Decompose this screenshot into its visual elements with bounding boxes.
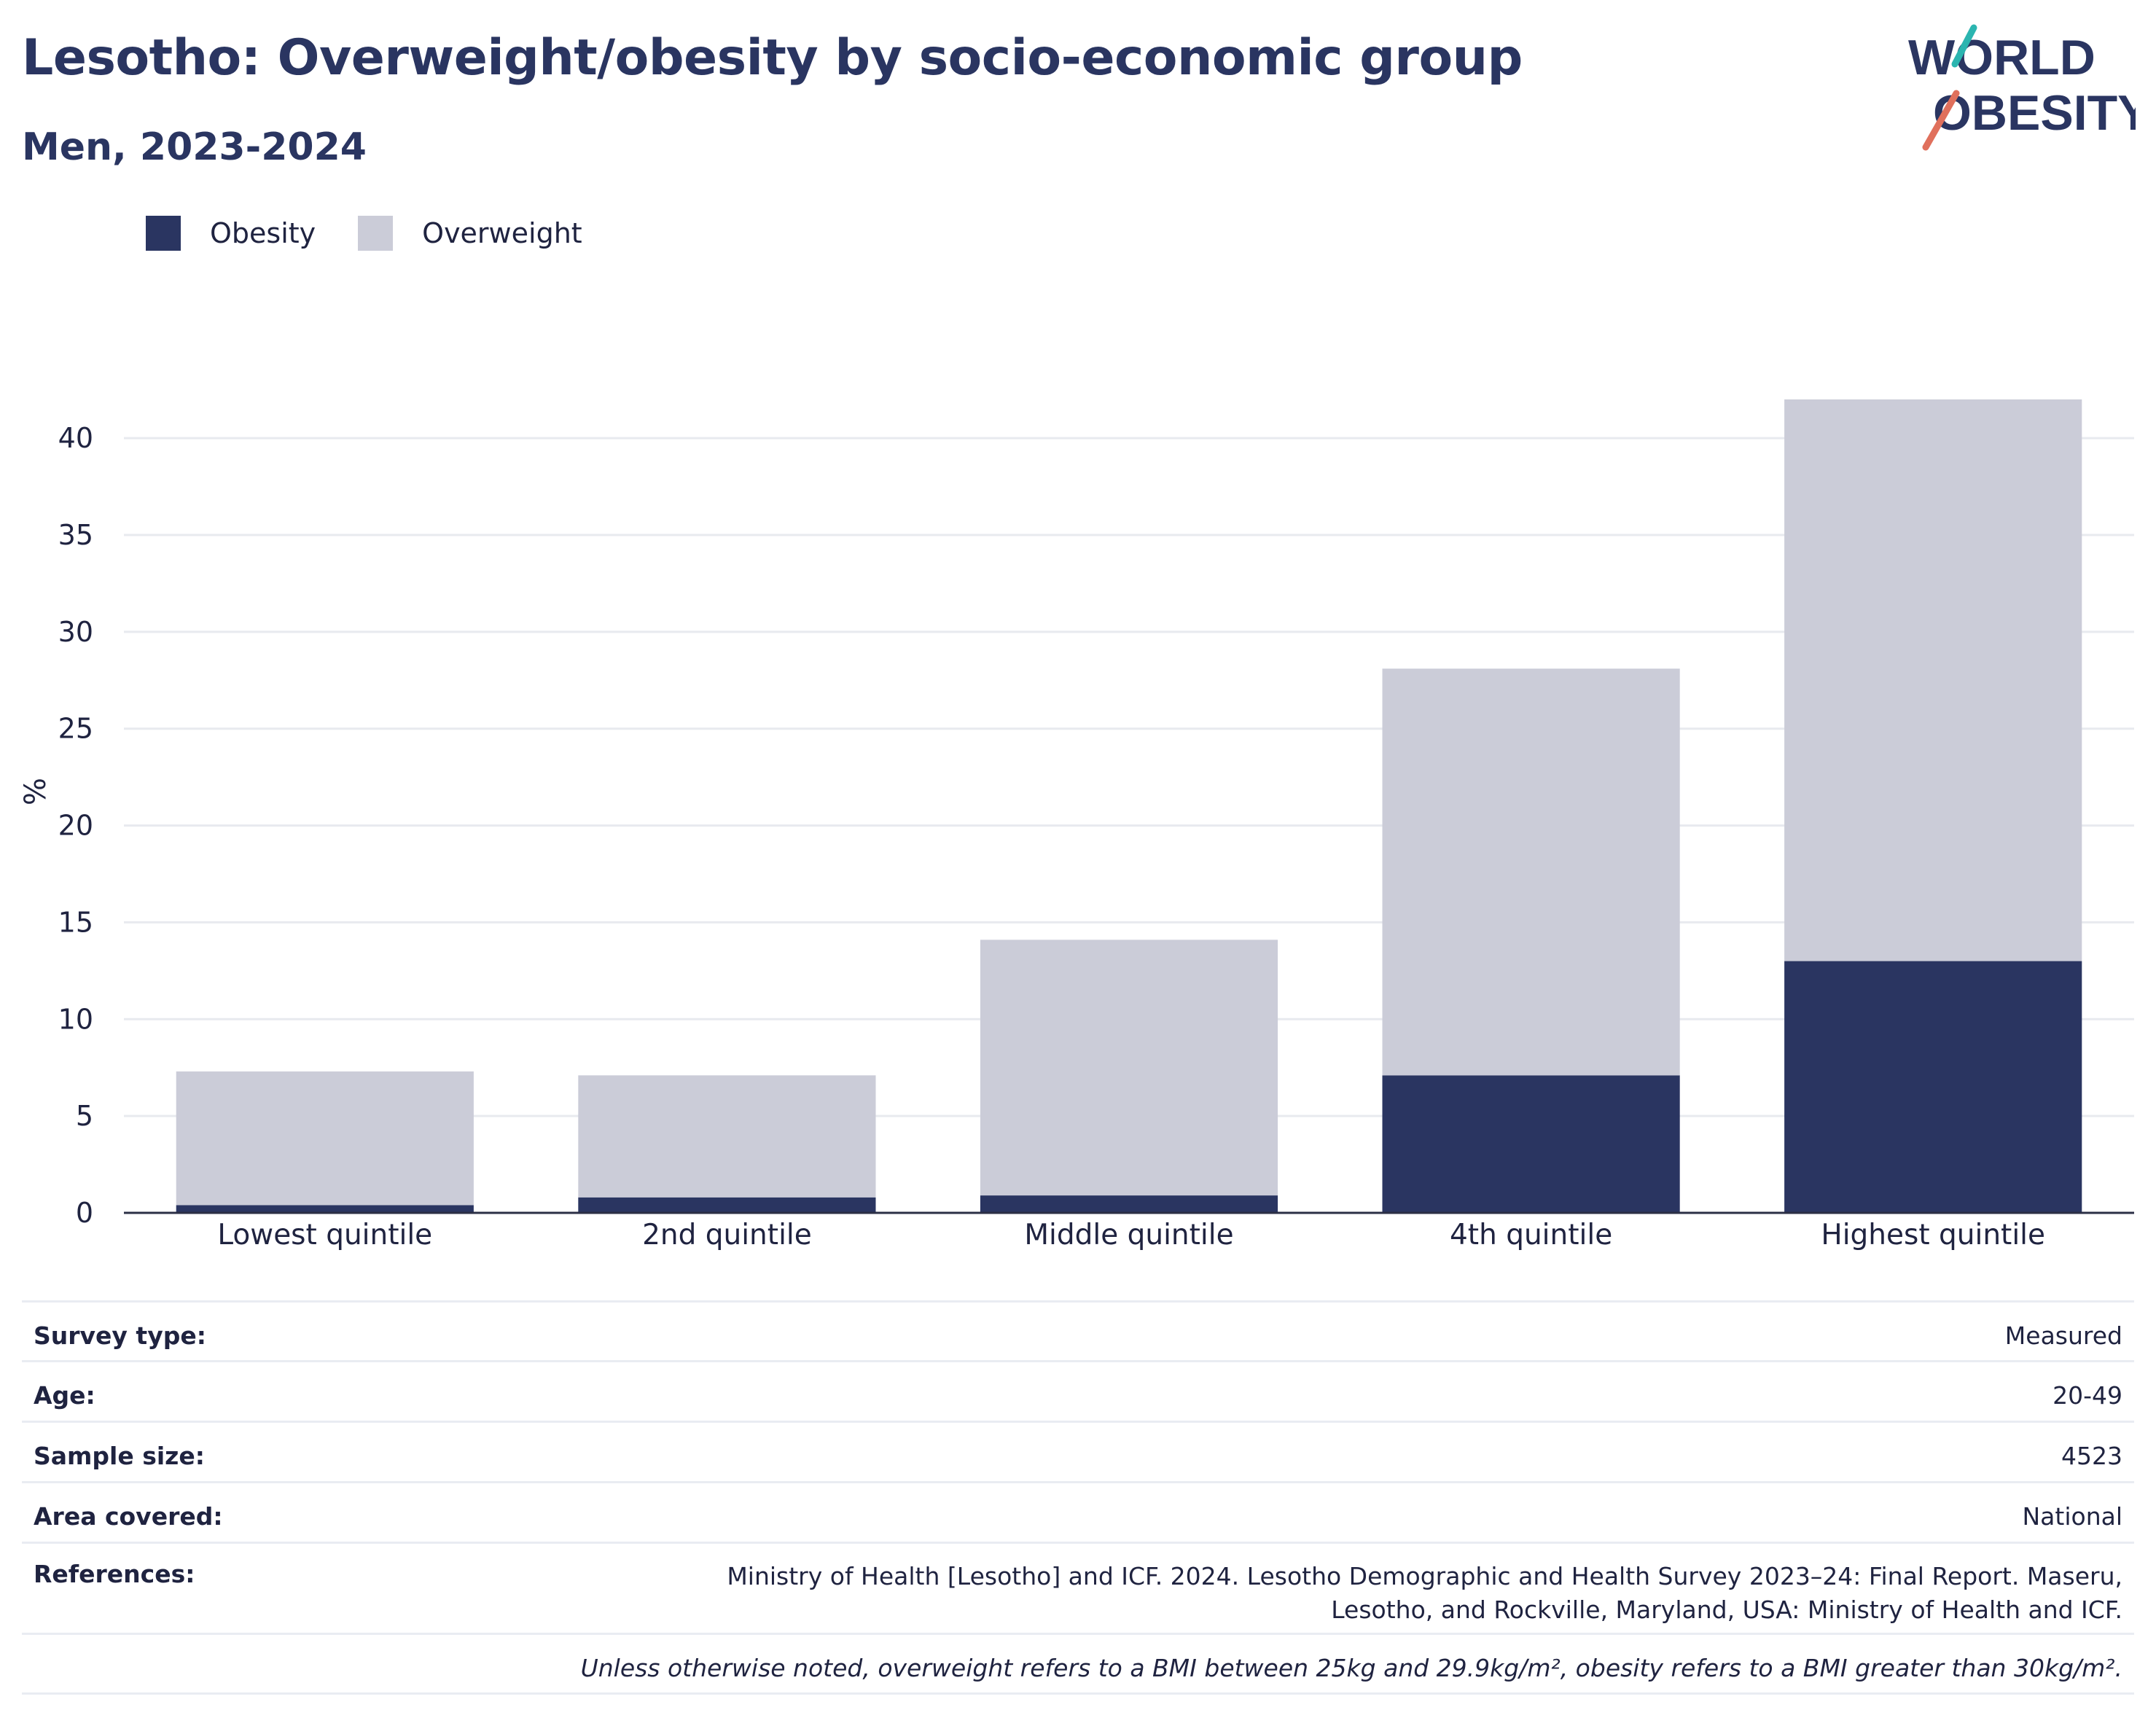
logo-slash-top: [1951, 24, 1977, 68]
bar-overweight-2: [578, 1075, 876, 1198]
chart-legend: Obesity Overweight: [146, 216, 625, 251]
meta-value-sample-size: 4523: [2061, 1442, 2122, 1470]
logo-line2: OBESITY: [1933, 85, 2136, 141]
meta-row-note: Unless otherwise noted, overweight refer…: [22, 1633, 2134, 1692]
bar-obesity-2: [578, 1197, 876, 1213]
legend-item-obesity[interactable]: Obesity: [146, 216, 316, 251]
bar-overweight-5: [1784, 399, 2082, 961]
chart-subtitle: Men, 2023-2024: [22, 125, 367, 169]
meta-value-age: 20-49: [2053, 1381, 2122, 1410]
bar-obesity-3: [980, 1195, 1278, 1213]
definition-note: Unless otherwise noted, overweight refer…: [580, 1654, 2122, 1682]
meta-row-references: References: Ministry of Health [Lesotho]…: [22, 1542, 2134, 1633]
meta-label-sample-size: Sample size:: [34, 1442, 205, 1470]
bar-overweight-3: [980, 940, 1278, 1196]
world-obesity-logo: WORLD OBESITY: [1908, 24, 2136, 151]
legend-item-overweight[interactable]: Overweight: [358, 216, 582, 251]
legend-swatch-overweight: [358, 216, 394, 251]
x-tick-label: Lowest quintile: [217, 1219, 432, 1251]
legend-label-overweight: Overweight: [422, 217, 582, 249]
y-tick-label: 5: [76, 1100, 93, 1132]
x-tick-label: Highest quintile: [1821, 1219, 2045, 1251]
chart-title: Lesotho: Overweight/obesity by socio-eco…: [22, 29, 1523, 87]
meta-row-survey-type: Survey type: Measured: [22, 1300, 2134, 1360]
meta-value-area: National: [2022, 1502, 2122, 1531]
meta-label-age: Age:: [34, 1381, 95, 1410]
bar-chart: 0 5 10 15 20 25 30 35 40% Lowest quintile 2nd quin…: [19, 399, 2134, 1251]
x-tick-label: 4th quintile: [1450, 1219, 1612, 1251]
y-tick-label: 25: [58, 713, 93, 745]
meta-row-age: Age: 20-49: [22, 1360, 2134, 1421]
meta-label-area: Area covered:: [34, 1502, 223, 1531]
bar-obesity-4: [1382, 1075, 1680, 1213]
x-tick-label: Middle quintile: [1024, 1219, 1233, 1251]
meta-label-survey-type: Survey type:: [34, 1321, 206, 1350]
table-bottom-divider: [22, 1692, 2134, 1695]
y-tick-label: 0: [76, 1197, 93, 1229]
survey-metadata-table: Survey type: Measured Age: 20-49 Sample …: [22, 1300, 2134, 1695]
meta-value-references: Ministry of Health [Lesotho] and ICF. 20…: [727, 1562, 2122, 1624]
bar-obesity-5: [1784, 961, 2082, 1213]
meta-row-sample-size: Sample size: 4523: [22, 1421, 2134, 1481]
x-tick-label: 2nd quintile: [642, 1219, 812, 1251]
logo-slash-bottom: [1922, 90, 1960, 151]
y-axis-label: %: [19, 778, 52, 805]
y-tick-label: 20: [58, 810, 93, 842]
bar-obesity-1: [176, 1205, 474, 1213]
bar-overweight-1: [176, 1071, 474, 1206]
bar-overweight-4: [1382, 668, 1680, 1076]
meta-label-references: References:: [34, 1560, 195, 1588]
y-tick-label: 40: [58, 422, 93, 454]
legend-swatch-obesity: [146, 216, 181, 251]
y-tick-label: 30: [58, 616, 93, 648]
meta-value-survey-type: Measured: [2004, 1321, 2122, 1350]
meta-row-area: Area covered: National: [22, 1481, 2134, 1542]
y-tick-label: 10: [58, 1003, 93, 1035]
legend-label-obesity: Obesity: [210, 217, 316, 249]
y-tick-label: 35: [58, 519, 93, 551]
y-tick-label: 15: [58, 906, 93, 938]
logo-line1: WORLD: [1908, 30, 2096, 85]
